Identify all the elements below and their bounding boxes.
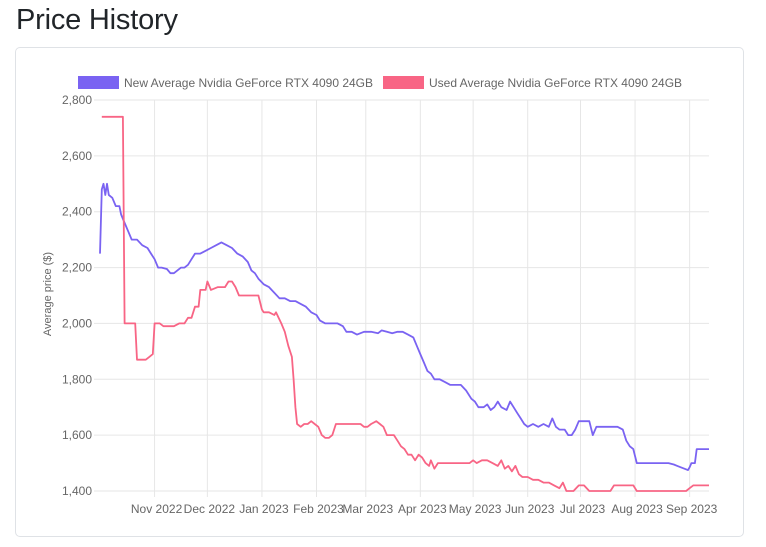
y-tick-label: 2,600 <box>62 149 92 163</box>
x-tick-label: Mar 2023 <box>342 502 393 516</box>
page-title: Price History <box>16 4 178 36</box>
x-tick-label: Dec 2022 <box>184 502 236 516</box>
y-tick-label: 2,400 <box>62 205 92 219</box>
x-tick-label: Aug 2023 <box>611 502 663 516</box>
y-tick-label: 1,600 <box>62 428 92 442</box>
y-axis-label: Average price ($) <box>42 252 54 336</box>
x-tick-label: Jan 2023 <box>239 502 289 516</box>
legend-swatch <box>78 76 119 89</box>
x-tick-label: Jul 2023 <box>560 502 606 516</box>
gridlines <box>94 99 709 497</box>
x-tick-label: May 2023 <box>449 502 502 516</box>
legend[interactable]: New Average Nvidia GeForce RTX 4090 24GB… <box>78 76 682 90</box>
x-tick-label: Feb 2023 <box>293 502 344 516</box>
legend-label: New Average Nvidia GeForce RTX 4090 24GB <box>124 76 373 90</box>
x-tick-label: Nov 2022 <box>131 502 183 516</box>
legend-item-new[interactable]: New Average Nvidia GeForce RTX 4090 24GB <box>78 76 373 90</box>
legend-label: Used Average Nvidia GeForce RTX 4090 24G… <box>429 76 682 90</box>
y-tick-label: 2,000 <box>62 316 92 330</box>
used-average-series-line <box>101 115 709 492</box>
x-tick-label: Sep 2023 <box>666 502 718 516</box>
series-lines <box>99 115 709 492</box>
y-tick-label: 2,200 <box>62 261 92 275</box>
legend-item-used[interactable]: Used Average Nvidia GeForce RTX 4090 24G… <box>383 76 682 90</box>
y-tick-label: 1,800 <box>62 372 92 386</box>
x-tick-label: Jun 2023 <box>505 502 555 516</box>
y-tick-label: 2,800 <box>62 93 92 107</box>
new-average-series-line <box>99 182 709 471</box>
chart-card <box>15 47 744 537</box>
y-axis-ticks: 1,400 1,600 1,800 2,000 2,200 2,400 2,600 2,800 <box>62 93 92 498</box>
x-tick-label: Apr 2023 <box>398 502 447 516</box>
y-tick-label: 1,400 <box>62 484 92 498</box>
legend-swatch <box>383 76 424 89</box>
